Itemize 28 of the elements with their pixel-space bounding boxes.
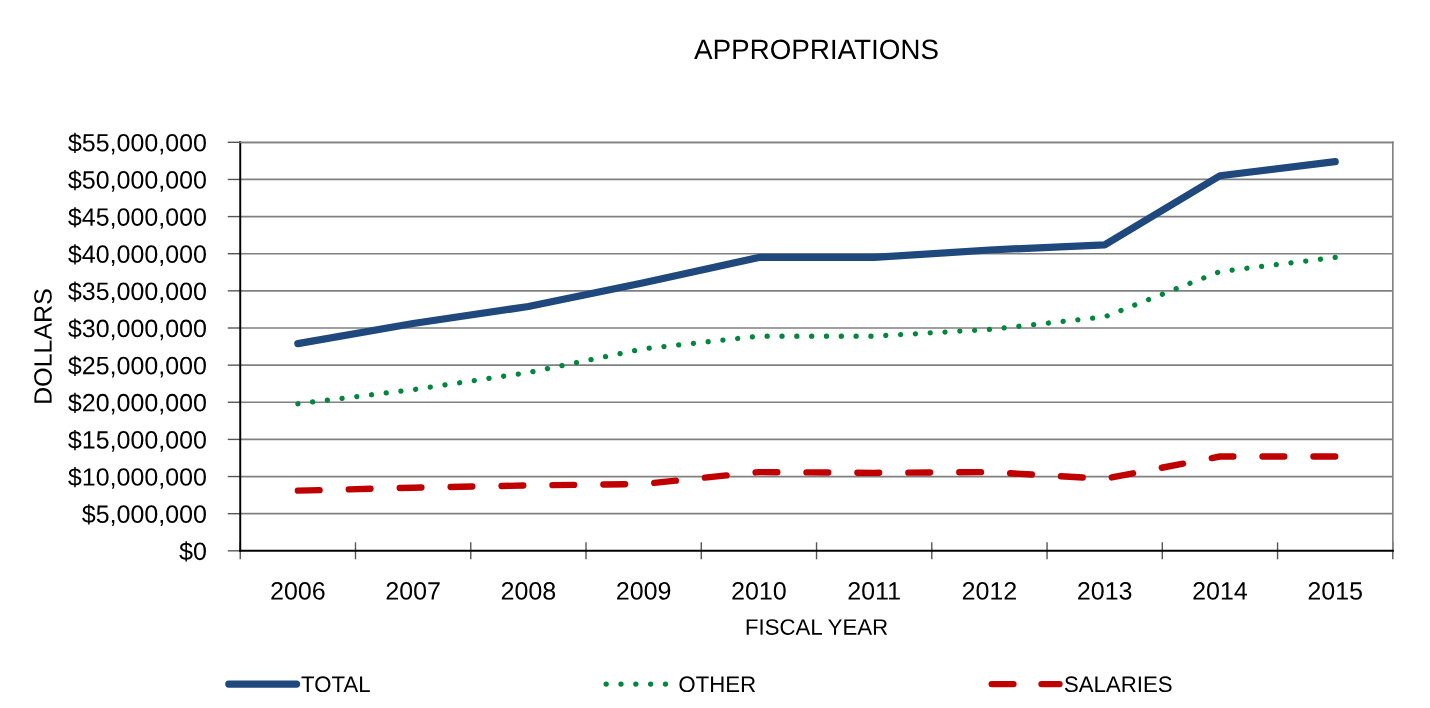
y-tick-label: $35,000,000: [68, 281, 206, 304]
y-tick-label: $30,000,000: [68, 318, 206, 341]
y-tick-label: $45,000,000: [68, 207, 206, 229]
x-tick-label: 2015: [1308, 582, 1362, 600]
x-tick-label: 2013: [1078, 582, 1132, 600]
legend-label: SALARIES: [1064, 676, 1172, 693]
x-tick-label: 2009: [617, 582, 671, 600]
x-tick-label: 2011: [848, 582, 900, 600]
x-tick-label: 2012: [962, 582, 1016, 600]
x-tick-label: 2008: [501, 582, 556, 600]
y-tick-label: $20,000,000: [68, 392, 206, 415]
legend-label: OTHER: [679, 676, 756, 693]
x-tick-label: 2014: [1193, 582, 1248, 600]
legend-label: TOTAL: [301, 676, 370, 693]
y-tick-label: $40,000,000: [68, 244, 206, 266]
x-tick-label: 2006: [271, 582, 325, 600]
y-tick-label: $10,000,000: [68, 467, 206, 489]
y-tick-label: $25,000,000: [68, 355, 206, 378]
y-axis-title: DOLLARS: [34, 289, 52, 403]
y-tick-label: $15,000,000: [68, 429, 206, 452]
y-tick-label: $55,000,000: [68, 132, 206, 155]
y-tick-label: $50,000,000: [68, 170, 206, 192]
y-tick-label: $0: [179, 541, 206, 562]
x-axis-title: FISCAL YEAR: [746, 619, 888, 635]
x-tick-label: 2007: [386, 582, 440, 600]
x-tick-label: 2010: [732, 582, 786, 600]
y-tick-label: $5,000,000: [82, 504, 206, 526]
chart-title: APPROPRIATIONS: [694, 39, 938, 60]
